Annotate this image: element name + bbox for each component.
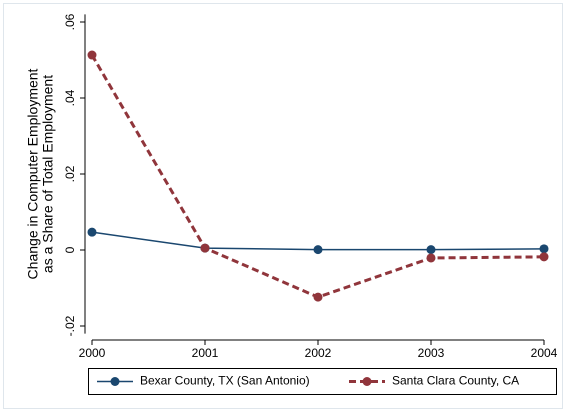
y-tick-label: 0: [63, 246, 77, 253]
x-tick-label: 2003: [418, 346, 445, 360]
point: [426, 253, 436, 263]
y-tick-label: .02: [63, 165, 77, 182]
legend-label: Santa Clara County, CA: [392, 374, 519, 388]
y-axis-label: Change in Computer Employment: [25, 68, 41, 279]
legend-marker: [362, 377, 372, 386]
chart-border: [3, 3, 563, 409]
legend-box: [88, 368, 557, 395]
legend-label: Bexar County, TX (San Antonio): [140, 374, 310, 388]
x-tick-label: 2002: [305, 346, 332, 360]
point: [87, 227, 97, 237]
y-tick-label: -.02: [63, 315, 77, 336]
legend-marker: [110, 377, 120, 386]
y-axis-label: as a Share of Total Employment: [40, 75, 56, 273]
point: [313, 245, 323, 255]
point: [200, 243, 210, 253]
y-tick-label: .06: [63, 13, 77, 30]
x-tick-label: 2000: [79, 346, 106, 360]
point: [87, 50, 97, 60]
y-tick-label: .04: [63, 89, 77, 106]
point: [313, 292, 323, 302]
point: [539, 252, 549, 262]
x-tick-label: 2004: [531, 346, 558, 360]
point: [539, 244, 549, 254]
point: [426, 245, 436, 255]
x-tick-label: 2001: [192, 346, 219, 360]
